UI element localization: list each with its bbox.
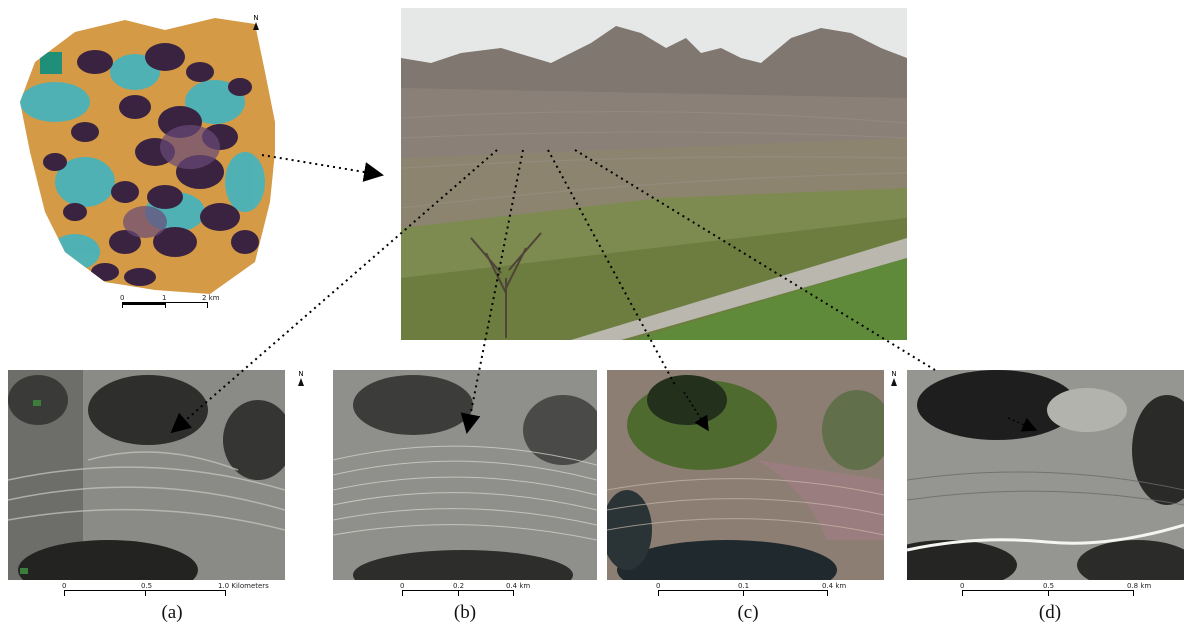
panel-b-caption: (b) xyxy=(453,602,477,623)
panel-b-scale-zero: 0 xyxy=(400,582,405,590)
panel-a-north-label: N xyxy=(298,370,304,378)
panel-a-caption: (a) xyxy=(161,602,183,623)
panel-b-scale-bar xyxy=(402,590,514,596)
panel-d-image xyxy=(907,370,1184,580)
north-arrow-icon xyxy=(891,378,897,386)
map-north-label: N xyxy=(253,14,259,22)
panel-d-scale-end: 0.8 km xyxy=(1127,582,1152,590)
panel-d-caption: (d) xyxy=(1038,602,1062,623)
panel-a-scale-bar xyxy=(64,590,226,596)
panel-c-scale-end: 0.4 km xyxy=(822,582,847,590)
panel-a-image xyxy=(8,370,285,580)
karst-landscape-photo xyxy=(401,8,907,340)
map-scale-bar xyxy=(122,302,208,308)
panel-b-image xyxy=(333,370,597,580)
karst-satellite-map xyxy=(15,12,275,297)
panel-a-scale-mid: 0.5 xyxy=(141,582,153,590)
map-to-photo-arrow xyxy=(261,154,384,182)
panel-c-scale-mid: 0.1 xyxy=(738,582,750,590)
map-scale-mid: 1 xyxy=(162,294,167,302)
panel-a-north-arrow: N xyxy=(296,370,306,386)
panel-d-scale-zero: 0 xyxy=(960,582,965,590)
panel-c-image xyxy=(607,370,884,580)
panel-c-north-label: N xyxy=(891,370,897,378)
panel-c-scale-bar xyxy=(658,590,828,596)
map-scale-zero: 0 xyxy=(120,294,125,302)
panel-c-north-arrow: N xyxy=(889,370,899,386)
panel-d-scale-bar xyxy=(962,590,1134,596)
panel-c-scale-zero: 0 xyxy=(656,582,661,590)
panel-d-scale-mid: 0.5 xyxy=(1043,582,1055,590)
map-north-arrow: N xyxy=(251,14,261,30)
panel-c-caption: (c) xyxy=(737,602,759,623)
panel-b-scale-end: 0.4 km xyxy=(506,582,531,590)
map-scale-end: 2 km xyxy=(202,294,220,302)
panel-b-scale-mid: 0.2 xyxy=(453,582,465,590)
north-arrow-icon xyxy=(298,378,304,386)
north-arrow-icon xyxy=(253,22,259,30)
panel-a-scale-end: 1.0 Kilometers xyxy=(218,582,269,590)
panel-a-scale-zero: 0 xyxy=(62,582,67,590)
